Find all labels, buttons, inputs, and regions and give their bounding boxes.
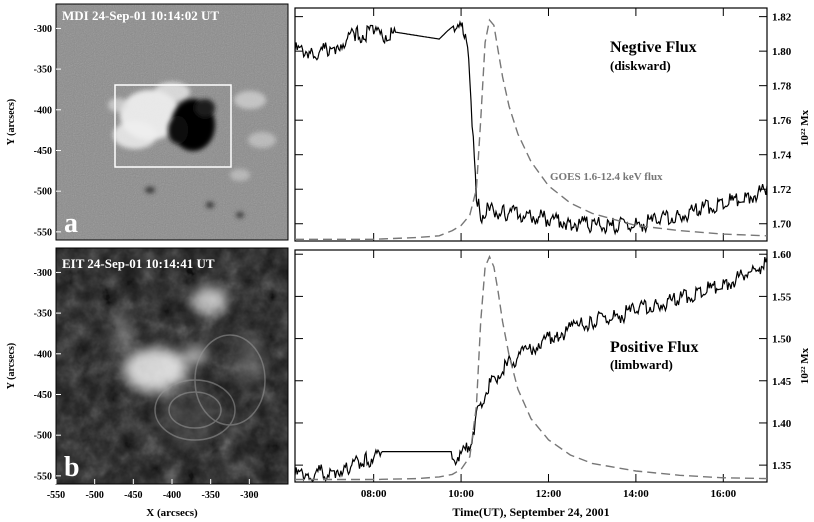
panel-b-xtick-label: -550 (47, 490, 65, 501)
panel-b-ylabel: Y (arcsecs) (6, 343, 17, 389)
bottom-ytick-label: 1.50 (772, 334, 792, 346)
panel-a-letter: a (64, 208, 78, 239)
plot-bottom-frame (294, 249, 768, 483)
bottom-xlabel: Time(UT), September 24, 2001 (452, 505, 609, 519)
panel-b-image (56, 248, 288, 484)
panel-b-xtick-label: -500 (85, 490, 103, 501)
bottom-ytick-label: 1.40 (772, 418, 792, 430)
top-ytick-label: 1.72 (772, 184, 792, 196)
bottom-ytick-label: 1.60 (772, 249, 792, 261)
top-goes-dashed-line (295, 18, 768, 240)
panel-a-ylabel: Y (arcsecs) (6, 99, 17, 145)
top-flux-line (294, 20, 768, 236)
top-ytick-label: 1.82 (772, 12, 792, 24)
panel-a-ytick-label: -400 (34, 105, 52, 116)
panel-a-ytick-label: -300 (34, 24, 52, 35)
panel-a-ytick-label: -500 (34, 187, 52, 198)
top-ytick-label: 1.78 (772, 81, 792, 93)
top-ytick-label: 1.80 (772, 46, 792, 58)
panel-b-ytick-label: -550 (34, 471, 52, 482)
region-box (114, 84, 232, 168)
bottom-ytick-label: 1.55 (772, 291, 792, 303)
panel-b-xtick-label: -400 (163, 490, 181, 501)
panel-b-ytick-label: -400 (34, 349, 52, 360)
panel-b-ytick-label: -300 (34, 268, 52, 279)
panel-a-ytick-label: -450 (34, 146, 52, 157)
panel-b-xtick-label: -450 (124, 490, 142, 501)
panel-b-ytick-label: -350 (34, 309, 52, 320)
bottom-xtick-label: 10:00 (448, 488, 474, 500)
bottom-xtick-label: 08:00 (361, 488, 387, 500)
panel-a-title: MDI 24-Sep-01 10:14:02 UT (62, 8, 219, 23)
bottom-ylabel: 10²² Mx (799, 347, 811, 384)
top-subtitle: (diskward) (610, 58, 671, 73)
top-ytick-label: 1.76 (772, 115, 792, 127)
panel-b-xlabel: X (arcsecs) (146, 507, 198, 519)
panel-b-ytick-label: -450 (34, 390, 52, 401)
panel-a-image (56, 4, 288, 240)
bottom-subtitle: (limbward) (610, 357, 673, 372)
bottom-xtick-label: 14:00 (623, 488, 649, 500)
bottom-xtick-label: 12:00 (536, 488, 562, 500)
panel-a-ytick-label: -550 (34, 227, 52, 238)
panel-a-frame (55, 3, 289, 241)
bottom-ytick-label: 1.45 (772, 376, 792, 388)
panel-b-xtick-label: -300 (240, 490, 258, 501)
goes-label: GOES 1.6-12.4 keV flux (550, 171, 663, 183)
panel-b-xtick-label: -350 (201, 490, 219, 501)
top-ytick-label: 1.70 (772, 219, 792, 231)
chart-marks: -300 -350 -400 -450 -500 -550 -300 -350 -400 -450… (34, 8, 792, 501)
bottom-title: Positive Flux (610, 339, 698, 356)
top-ylabel: 10²² Mx (799, 109, 811, 146)
panel-a-ytick-label: -350 (34, 65, 52, 76)
top-title: Negtive Flux (610, 39, 697, 56)
panel-b-title: EIT 24-Sep-01 10:14:41 UT (62, 256, 215, 271)
bottom-flux-line (294, 256, 768, 483)
bottom-xtick-label: 16:00 (710, 488, 736, 500)
plot-top-frame (294, 7, 768, 242)
bottom-ytick-label: 1.35 (772, 460, 792, 472)
panel-b-letter: b (64, 452, 80, 483)
panel-b-ytick-label: -500 (34, 431, 52, 442)
bottom-goes-dashed-line (295, 254, 768, 481)
top-ytick-label: 1.74 (772, 150, 792, 162)
